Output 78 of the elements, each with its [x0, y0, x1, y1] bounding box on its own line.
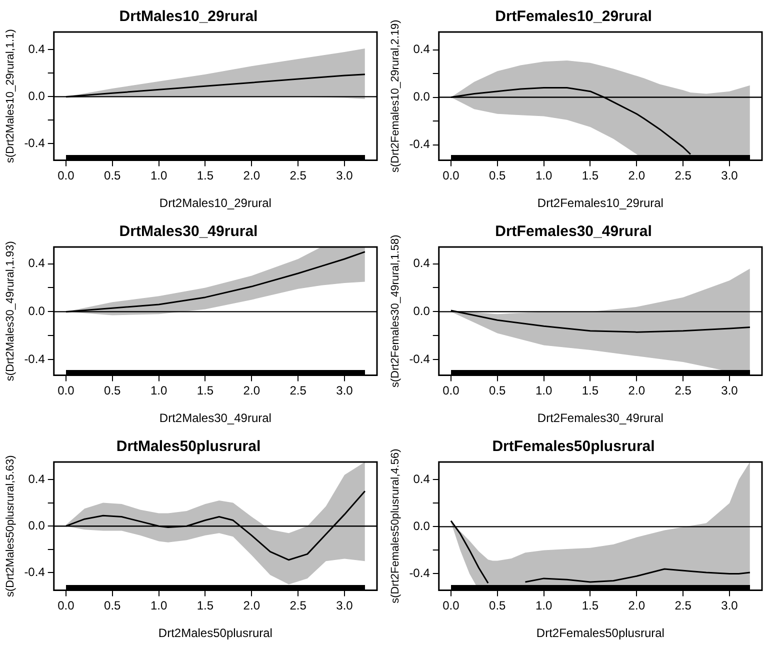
x-tick-label: 2.5: [674, 384, 692, 398]
x-tick-label: 2.5: [290, 168, 307, 183]
x-tick-label: 1.5: [196, 384, 214, 398]
x-tick-label: 3.0: [336, 598, 354, 613]
y-tick-label: 0.0: [28, 89, 46, 103]
x-tick-label: 1.5: [582, 168, 599, 183]
y-tick-label: 0.4: [413, 472, 430, 486]
chart-title: DrtFemales10_29rural: [495, 8, 652, 26]
y-tick-label: 0.4: [413, 42, 430, 56]
x-tick-label: 2.5: [290, 598, 307, 613]
x-tick-label: 2.0: [628, 384, 646, 398]
x-tick-label: 2.0: [628, 598, 646, 613]
x-tick-label: 0.0: [442, 384, 460, 398]
x-tick-label: 1.5: [582, 384, 599, 398]
x-axis-title: Drt2Males10_29rural: [159, 196, 272, 210]
x-tick-label: 0.0: [58, 384, 75, 398]
x-tick-label: 1.5: [582, 598, 599, 613]
y-tick-label: -0.4: [24, 565, 46, 580]
y-tick-label: -0.4: [24, 136, 46, 150]
x-tick-label: 2.5: [290, 384, 307, 398]
x-tick-label: 3.0: [336, 168, 354, 183]
x-tick-label: 3.0: [721, 384, 738, 398]
y-tick-label: 0.0: [28, 304, 46, 318]
x-tick-label: 0.0: [58, 598, 75, 613]
y-tick-label: -0.4: [24, 352, 46, 366]
y-axis-title: s(Drt2Males30_49rural,1.93): [4, 241, 17, 382]
y-axis-title: s(Drt2Females30_49rural,1.58): [390, 234, 402, 388]
x-tick-label: 1.0: [535, 598, 552, 613]
x-tick-label: 0.5: [104, 384, 122, 398]
chart-title: DrtFemales30_49rural: [495, 223, 652, 240]
x-tick-label: 0.0: [442, 168, 460, 183]
y-tick-label: 0.4: [28, 256, 46, 270]
x-tick-label: 0.5: [104, 168, 122, 183]
x-axis-title: Drt2Females30_49rural: [537, 411, 664, 426]
y-tick-label: 0.0: [28, 518, 46, 532]
x-tick-label: 3.0: [721, 598, 738, 613]
x-tick-label: 0.5: [104, 598, 122, 613]
x-tick-label: 1.0: [150, 168, 168, 183]
x-tick-label: 1.0: [535, 384, 552, 398]
y-axis-title: s(Drt2Females50plusrural,4.56): [390, 448, 402, 604]
x-tick-label: 3.0: [336, 384, 354, 398]
x-tick-label: 2.0: [243, 598, 260, 613]
x-tick-label: 2.0: [243, 168, 260, 183]
y-tick-label: 0.4: [413, 256, 430, 270]
x-axis-title: Drt2Males30_49rural: [159, 411, 272, 426]
chart-title: DrtMales30_49rural: [119, 223, 258, 240]
y-tick-label: 0.0: [413, 519, 430, 533]
x-axis-title: Drt2Females50plusrural: [536, 626, 664, 640]
x-tick-label: 3.0: [721, 168, 738, 183]
y-tick-label: -0.4: [409, 566, 430, 580]
x-axis-title: Drt2Males50plusrural: [158, 626, 272, 640]
x-tick-label: 1.0: [150, 384, 168, 398]
x-tick-label: 2.5: [674, 168, 692, 183]
chart-title: DrtMales50plusrural: [116, 438, 261, 456]
y-tick-label: -0.4: [409, 137, 430, 152]
chart-title: DrtMales10_29rural: [119, 8, 258, 26]
x-tick-label: 1.5: [196, 598, 214, 613]
x-tick-label: 2.0: [628, 168, 646, 183]
x-tick-label: 0.5: [489, 598, 506, 613]
y-tick-label: 0.0: [413, 90, 430, 104]
x-tick-label: 0.5: [489, 168, 506, 183]
y-tick-label: 0.4: [28, 42, 46, 56]
x-tick-label: 0.5: [489, 384, 506, 398]
x-tick-label: 2.0: [243, 384, 260, 398]
y-axis-title: s(Drt2Males50plusrural,5.63): [4, 455, 17, 598]
x-tick-label: 0.0: [58, 168, 75, 183]
x-axis-title: Drt2Females10_29rural: [537, 196, 664, 210]
x-tick-label: 2.5: [674, 598, 692, 613]
y-tick-label: 0.0: [413, 304, 430, 318]
x-tick-label: 0.0: [442, 598, 460, 613]
y-axis-title: s(Drt2Females10_29rural,2.19): [390, 20, 402, 173]
y-tick-label: -0.4: [409, 352, 430, 366]
x-tick-label: 1.5: [196, 168, 214, 183]
x-tick-label: 1.0: [150, 598, 168, 613]
y-tick-label: 0.4: [28, 472, 46, 486]
y-axis-title: s(Drt2Males10_29rural,1.1): [4, 29, 17, 164]
x-tick-label: 1.0: [535, 168, 552, 183]
chart-title: DrtFemales50plusrural: [492, 438, 655, 456]
